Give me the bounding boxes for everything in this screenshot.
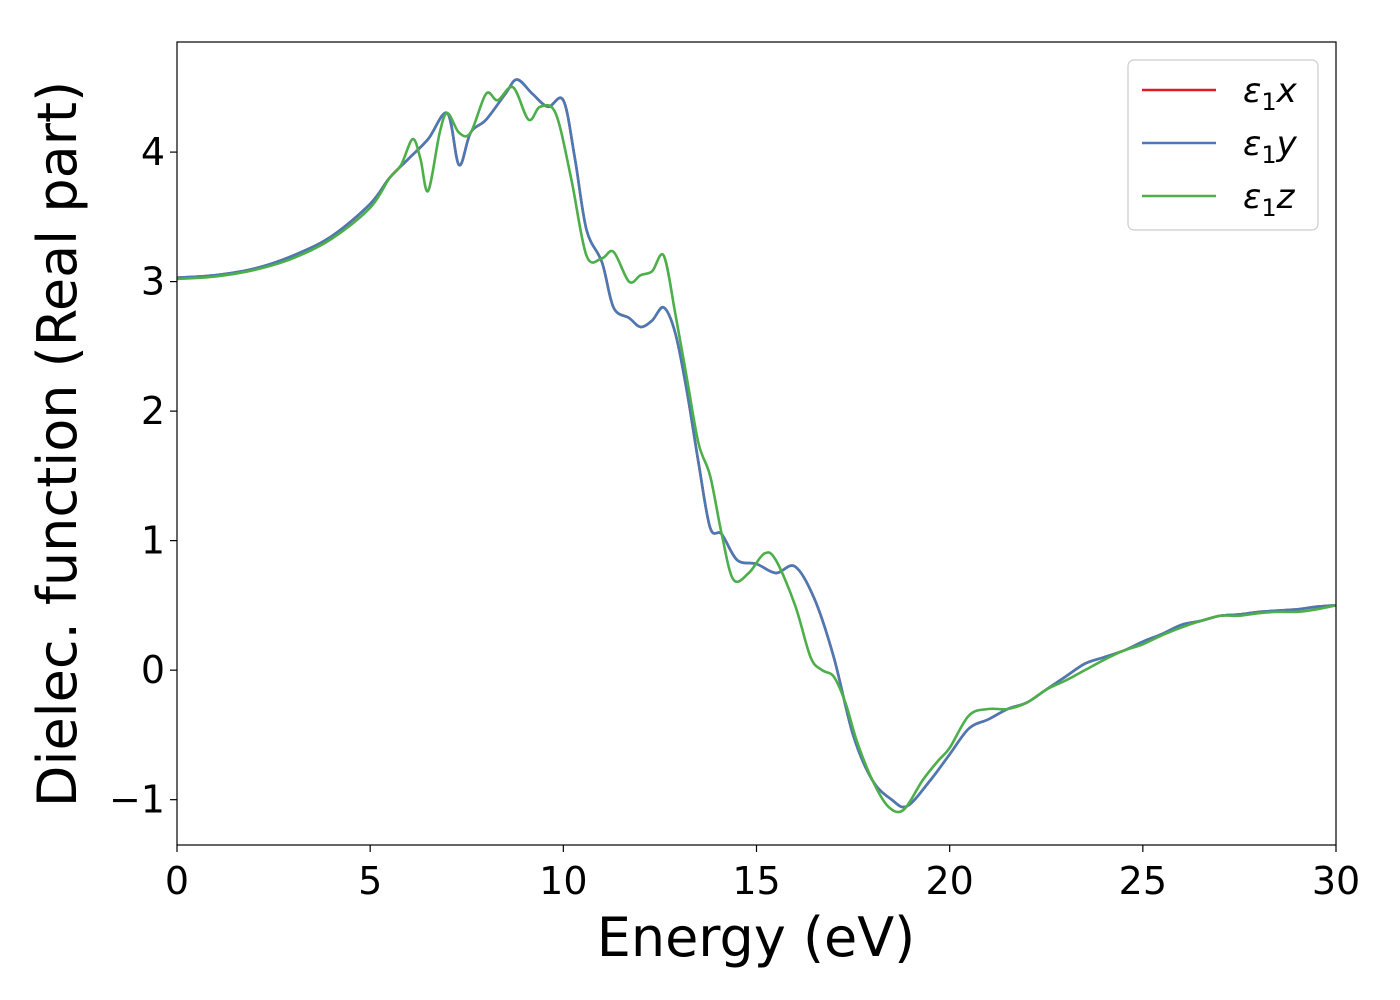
x-tick-label: 15 <box>732 859 780 903</box>
x-tick-label: 10 <box>539 859 587 903</box>
legend-box <box>1127 59 1319 231</box>
legend-label-y: ε1y <box>1243 124 1298 169</box>
x-tick-label: 0 <box>165 859 189 903</box>
x-tick-label: 30 <box>1312 859 1360 903</box>
y-tick-label: 1 <box>141 519 165 563</box>
x-tick-label: 20 <box>925 859 973 903</box>
legend-label-x: ε1x <box>1243 71 1298 116</box>
legend-label-z: ε1z <box>1243 177 1296 222</box>
legend: ε1x ε1y ε1z <box>1127 59 1319 231</box>
series-line-y <box>177 78 1336 809</box>
series-line-z <box>177 85 1336 814</box>
x-tick-label: 25 <box>1119 859 1167 903</box>
legend-items: ε1x ε1y ε1z <box>1142 71 1298 222</box>
y-tick-label: 2 <box>141 389 165 433</box>
y-tick-label: −1 <box>109 778 165 822</box>
y-tick-label: 4 <box>141 130 165 174</box>
y-tick-label: 3 <box>141 260 165 304</box>
y-tick-label: 0 <box>141 648 165 692</box>
x-axis-title: Energy (eV) <box>597 906 916 969</box>
x-tick-label: 5 <box>358 859 382 903</box>
y-axis-title: Dielec. function (Real part) <box>26 81 89 807</box>
series-layer <box>177 78 1336 814</box>
